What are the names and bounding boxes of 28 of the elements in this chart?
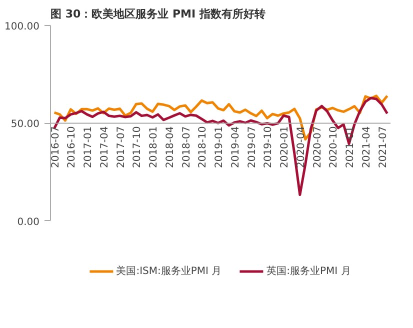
x-tick-label: 2019-04 xyxy=(230,126,242,168)
legend-label: 英国:服务业PMI 月 xyxy=(266,264,351,278)
x-tick-label: 2019-10 xyxy=(263,126,274,168)
x-tick-label: 2020-10 xyxy=(328,126,340,168)
x-tick-label: 2021-01 xyxy=(345,126,356,168)
legend-label: 美国:ISM:服务业PMI 月 xyxy=(116,264,222,278)
y-tick-label: 0.00 xyxy=(17,216,40,228)
chart-title: 图 30：欧美地区服务业 PMI 指数有所好转 xyxy=(50,8,266,20)
x-tick-label: 2018-07 xyxy=(181,126,192,168)
x-tick-label: 2018-01 xyxy=(148,126,160,168)
x-tick-label: 2021-07 xyxy=(378,126,389,168)
x-tick-label: 2016-07 xyxy=(50,126,62,168)
x-tick-label: 2017-01 xyxy=(83,126,94,168)
x-tick-label: 2017-07 xyxy=(116,126,127,168)
x-tick-label: 2017-10 xyxy=(132,126,144,168)
x-tick-label: 2020-01 xyxy=(280,126,291,168)
x-tick-label: 2020-07 xyxy=(312,126,324,168)
x-tick-label: 2018-04 xyxy=(164,126,176,168)
x-tick-label: 2019-07 xyxy=(246,126,258,168)
x-tick-label: 2017-04 xyxy=(99,126,110,168)
x-tick-label: 2020-04 xyxy=(296,126,307,168)
y-tick-label: 50.00 xyxy=(10,119,40,130)
y-tick-label: 100.00 xyxy=(4,22,40,32)
line-series xyxy=(53,96,388,196)
x-tick-label: 2018-10 xyxy=(198,126,209,168)
x-tick-label: 2021-04 xyxy=(361,126,372,168)
x-tick-label: 2016-10 xyxy=(66,126,78,168)
x-tick-label: 2019-01 xyxy=(214,126,226,168)
